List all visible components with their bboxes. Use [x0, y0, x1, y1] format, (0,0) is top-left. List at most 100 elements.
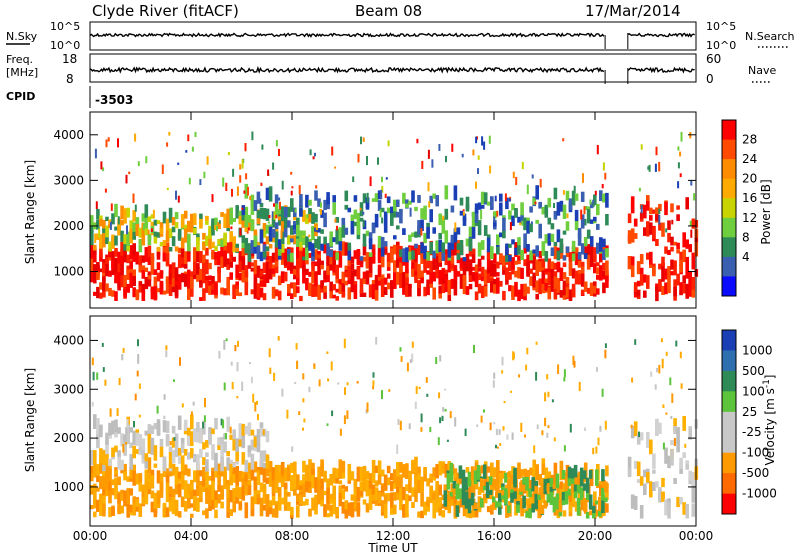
velocity-cell-178 [196, 497, 200, 512]
power-cell-544 [417, 245, 421, 255]
power-cell-1374 [538, 223, 542, 239]
velocity-cell-247 [238, 470, 243, 482]
velocity-cell-317 [280, 462, 285, 475]
power-cell-1745 [454, 222, 457, 232]
velocity-cell-1342 [441, 415, 444, 421]
power-cell-1654 [306, 213, 309, 218]
power-cell-1410 [574, 209, 579, 222]
power-cell-986 [220, 239, 224, 247]
power-cell-502 [393, 268, 397, 273]
power-cell-1199 [359, 217, 364, 222]
power-cell-1562 [381, 185, 384, 193]
velocity-cell-1376 [599, 425, 602, 432]
velocity-cell-289 [262, 470, 267, 483]
velocity-cell-408 [335, 468, 339, 479]
power-cell-1196 [356, 222, 361, 235]
power-cell-1191 [353, 195, 358, 202]
velocity-cell-697 [511, 466, 515, 478]
velocity-cell-239 [232, 500, 236, 513]
power-cell-1259 [420, 208, 424, 219]
power-cell-1135 [296, 238, 300, 247]
velocity-cell-933 [168, 446, 173, 454]
power-cell-70 [132, 287, 136, 298]
velocity-cell-166 [190, 513, 194, 518]
power-cell-1150 [311, 212, 315, 224]
velocity-cell-1425 [573, 360, 576, 368]
velocity-cell-1105 [516, 501, 520, 507]
velocity-ytick-label-3: 4000 [53, 333, 84, 347]
power-cell-1277 [438, 213, 442, 226]
power-cell-729 [529, 276, 533, 286]
power-cell-892 [126, 207, 130, 218]
power-cell-158 [183, 251, 188, 264]
power-cell-496 [390, 280, 394, 290]
velocity-cell-31 [108, 460, 112, 473]
power-cell-578 [438, 262, 442, 267]
velocity-cell-1320 [337, 382, 340, 385]
velocity-cell-185 [202, 510, 206, 516]
power-cell-273 [253, 260, 258, 275]
power-cell-1272 [435, 195, 439, 207]
power-cell-1445 [627, 256, 632, 270]
velocity-cell-438 [353, 496, 358, 509]
power-cell-976 [211, 241, 215, 248]
power-cell-889 [123, 208, 127, 224]
power-cell-1178 [338, 227, 343, 242]
velocity-cell-319 [280, 497, 285, 505]
power-cell-1171 [332, 195, 336, 203]
power-cell-3 [90, 258, 94, 265]
power-cell-164 [187, 269, 191, 284]
power-cell-322 [283, 256, 288, 266]
power-colorbar-swatch-6 [722, 237, 736, 258]
power-cell-897 [132, 210, 136, 222]
power-cell-1561 [381, 217, 384, 224]
velocity-cell-393 [326, 487, 330, 504]
velocity-cell-609 [456, 479, 461, 486]
power-cell-370 [314, 261, 318, 267]
velocity-cell-1294 [173, 437, 176, 441]
velocity-cell-403 [332, 467, 336, 475]
power-cell-983 [217, 238, 221, 245]
power-cell-1549 [691, 277, 696, 292]
power-cell-738 [535, 282, 539, 293]
velocity-cell-983 [217, 445, 221, 450]
velocity-cell-1010 [244, 459, 249, 473]
power-cell-803 [574, 253, 579, 260]
velocity-cell-1049 [458, 488, 463, 499]
power-cell-274 [253, 283, 258, 299]
velocity-cell-133 [168, 488, 173, 494]
power-cell-1192 [353, 209, 358, 220]
velocity-cell-1383 [173, 379, 175, 382]
velocity-cell-1417 [454, 417, 457, 427]
velocity-cell-1 [90, 505, 94, 510]
velocity-cell-1096 [507, 479, 511, 488]
power-cell-1127 [287, 254, 291, 262]
velocity-cell-1308 [229, 426, 232, 434]
power-cell-724 [526, 262, 530, 277]
site-title: Clyde River (fitACF) [92, 2, 239, 20]
power-cell-301 [271, 293, 276, 299]
velocity-cell-242 [235, 472, 239, 489]
velocity-cell-1347 [662, 442, 665, 450]
velocity-cell-1396 [122, 348, 125, 353]
power-cell-1605 [680, 131, 683, 142]
velocity-colorbar-swatch-3 [722, 391, 736, 413]
velocity-cell-1072 [482, 464, 487, 479]
velocity-cell-899 [132, 445, 136, 456]
freq-tick-bottom: 8 [66, 72, 74, 86]
velocity-cell-1211 [643, 485, 647, 490]
velocity-cell-888 [123, 447, 127, 456]
power-cell-1646 [261, 144, 264, 150]
velocity-cell-1232 [664, 447, 668, 464]
power-cell-1212 [374, 213, 379, 228]
power-cell-902 [135, 224, 140, 237]
velocity-cell-1163 [573, 484, 578, 492]
power-cell-337 [293, 269, 297, 276]
velocity-cell-1011 [247, 422, 252, 437]
velocity-cell-569 [432, 492, 436, 500]
velocity-cell-401 [332, 472, 336, 484]
power-cell-1530 [679, 282, 683, 295]
power-cell-116 [159, 270, 164, 279]
velocity-colorbar-swatch-4 [722, 411, 736, 433]
